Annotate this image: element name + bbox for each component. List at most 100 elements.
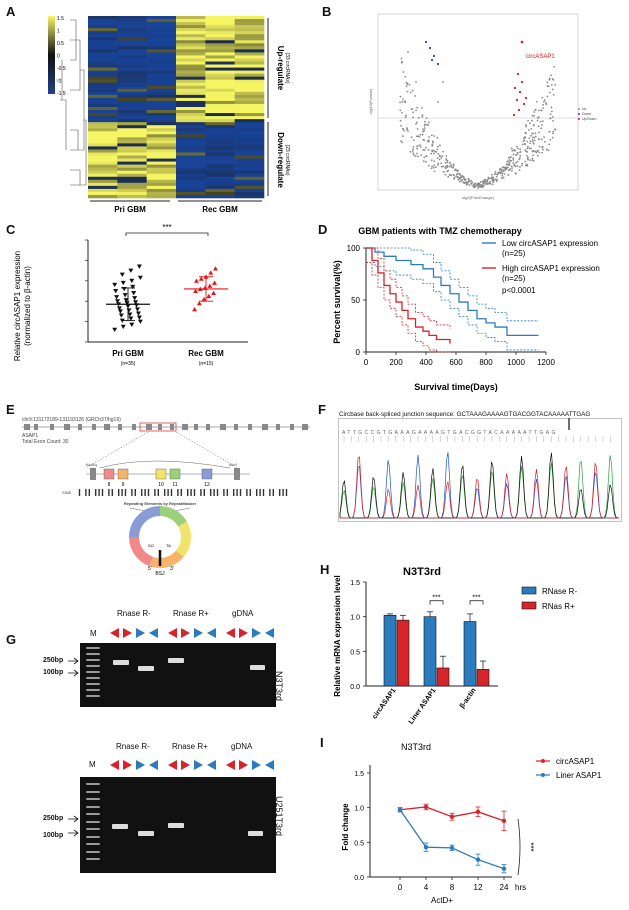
volcano-point-up [516,72,520,76]
volcano-point [482,183,485,185]
heatmap-cell [205,182,235,187]
heatmap-cell [205,179,235,184]
heatmap-cell [117,25,147,29]
exon-block [170,424,174,430]
heatmap-cell [205,31,235,35]
heatmap-cell [176,161,206,165]
heatmap-cell [88,19,118,23]
panel-label-d: D [318,222,328,237]
volcano-point [518,169,521,172]
dotplot-point-pri [130,284,136,290]
volcano-point [412,148,415,151]
volcano-point [438,158,441,161]
line-xtick-label: 4 [424,883,429,892]
heatmap-cell [88,116,118,120]
heatmap-cell [205,70,235,74]
volcano-point [454,168,457,171]
volcano-point [507,156,510,159]
heatmap-cell [146,194,177,199]
heatmap-cell [146,91,177,96]
volcano-point [406,128,409,131]
heatmap-cell [234,179,265,184]
volcano-point [437,101,439,103]
volcano-point [551,88,554,91]
volcano-point [481,184,484,187]
heatmap-cell [205,119,235,123]
volcano-point [516,160,519,163]
heatmap-cell [117,179,147,184]
heatmap-cell [117,91,147,96]
volcano-point [452,163,455,166]
volcano-point [550,83,553,86]
ladder-band [86,835,100,838]
volcano-point [475,184,478,186]
volcano-point [450,166,453,168]
bar-ytick-label: 1.5 [350,580,360,587]
heatmap-cell [234,167,265,171]
heatmap-cell [117,19,147,23]
heatmap-cell [117,158,147,162]
volcano-point [446,166,449,168]
volcano-point [444,166,447,169]
heatmap-cell [234,158,265,162]
volcano-point [462,181,465,184]
repeat-tick [170,489,173,496]
circrna-segment [149,550,184,568]
heatmap-cell [176,28,206,32]
heatmap-cell [234,37,265,41]
dotplot-n-rec: (n=15) [199,361,214,367]
heatmap-cell [146,164,177,168]
heatmap-cell [205,113,235,117]
repeat-tick [279,489,281,496]
volcano-point [527,158,529,161]
heatmap-cell [234,91,265,96]
volcano-point [441,155,444,157]
volcano-point [549,138,552,141]
heatmap-cell [88,52,118,56]
volcano-point [534,108,537,111]
primer-triangle [265,628,274,638]
exon-box [169,468,181,480]
heatmap-cell [234,188,265,193]
sanger-trace-3 [340,456,619,519]
repeat-tick [121,489,123,496]
volcano-point [458,180,461,183]
dotplot-point-rec [206,293,212,299]
heatmap-cell [117,176,147,181]
heatmap-cell [146,58,177,62]
heatmap-cell [146,46,177,50]
heatmap-cell [205,34,235,38]
dotplot-panel: Relative circASAP1 expression (normalize… [13,223,248,367]
heatmap-cell [176,113,206,117]
survival-curves [366,247,539,353]
volcano-point-up [520,80,524,84]
volcano-point [524,160,527,163]
repeat-tick [216,489,219,496]
volcano-point [551,115,554,118]
heatmap-cell [234,122,265,126]
heatmap-cell [117,185,147,190]
line-xtick-label: 12 [474,883,483,892]
heatmap-cell [146,125,177,129]
volcano-point [509,159,512,162]
volcano-point [487,176,490,179]
heatmap-cell [146,113,177,117]
repeat-tick [98,489,100,496]
exon-block [92,424,96,430]
volcano-point [546,95,549,98]
heatmap-cell [146,188,177,193]
group-rec: Rec GBM [202,205,238,214]
heatmap-cell [117,173,147,178]
heatmap-cell [88,73,118,77]
heatmap-cell [146,158,177,162]
heatmap-cell [117,28,147,32]
heatmap-cell [117,43,147,47]
heatmap-cell [176,164,206,168]
gel-top-cell: N3T3rd [274,671,284,702]
survival-xlabel: Survival time(Days) [414,382,498,392]
heatmap-cell [117,143,147,147]
volcano-point [534,132,537,135]
volcano-point [446,170,449,173]
volcano-point [399,101,401,104]
volcano-point [400,140,402,142]
